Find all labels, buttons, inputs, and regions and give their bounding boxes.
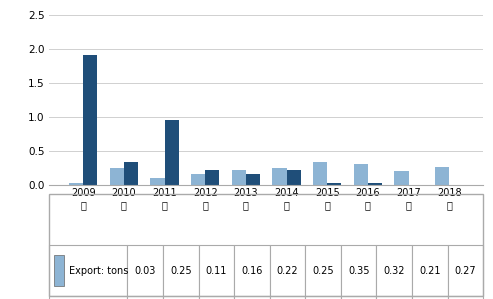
Bar: [270, 245, 305, 296]
Bar: [435, 167, 449, 185]
Text: 0.22: 0.22: [277, 266, 298, 276]
Bar: [191, 175, 205, 185]
Bar: [199, 245, 234, 296]
Bar: [234, 245, 270, 296]
Bar: [83, 55, 98, 185]
Text: 0.25: 0.25: [170, 266, 192, 276]
Bar: [377, 245, 412, 296]
Bar: [448, 296, 483, 299]
Bar: [341, 245, 377, 296]
Bar: [49, 296, 127, 299]
Text: Export: tons: Export: tons: [69, 266, 128, 276]
Text: 0.35: 0.35: [348, 266, 369, 276]
Bar: [286, 170, 301, 185]
Text: 0.03: 0.03: [135, 266, 156, 276]
Bar: [305, 296, 341, 299]
Bar: [270, 296, 305, 299]
Bar: [412, 296, 448, 299]
Text: 0.16: 0.16: [241, 266, 263, 276]
Bar: [305, 245, 341, 296]
Bar: [150, 178, 165, 185]
Bar: [246, 175, 260, 185]
Text: 0.11: 0.11: [206, 266, 227, 276]
Bar: [448, 245, 483, 296]
Bar: [394, 171, 409, 185]
Bar: [368, 183, 382, 185]
Bar: [165, 120, 179, 185]
Bar: [313, 161, 327, 185]
Bar: [54, 255, 65, 286]
Text: 0.32: 0.32: [384, 266, 405, 276]
Bar: [234, 296, 270, 299]
Text: 0.21: 0.21: [419, 266, 441, 276]
Bar: [163, 296, 199, 299]
Bar: [109, 168, 124, 185]
Bar: [353, 164, 368, 185]
Bar: [232, 170, 246, 185]
Bar: [377, 296, 412, 299]
Text: 0.25: 0.25: [312, 266, 334, 276]
Bar: [412, 245, 448, 296]
Bar: [49, 245, 127, 296]
Bar: [341, 296, 377, 299]
Bar: [205, 170, 219, 185]
Bar: [127, 245, 163, 296]
Bar: [127, 296, 163, 299]
Bar: [199, 296, 234, 299]
Text: 0.27: 0.27: [455, 266, 476, 276]
Bar: [69, 183, 83, 185]
Bar: [124, 162, 138, 185]
Bar: [163, 245, 199, 296]
Bar: [272, 168, 286, 185]
Bar: [327, 183, 342, 185]
